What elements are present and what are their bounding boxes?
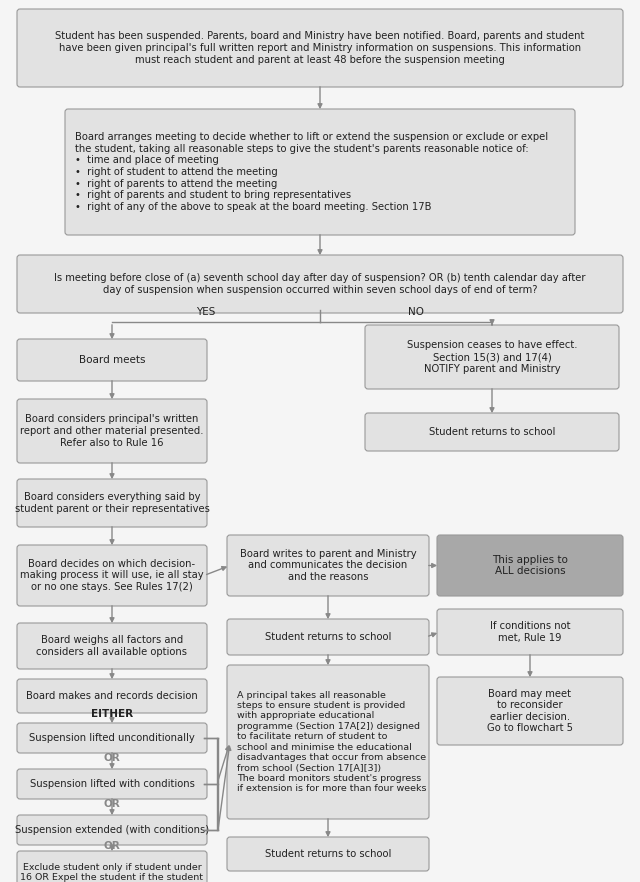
Text: EITHER: EITHER xyxy=(91,709,133,719)
Text: Board meets: Board meets xyxy=(79,355,145,365)
FancyBboxPatch shape xyxy=(17,545,207,606)
Text: Suspension ceases to have effect.
Section 15(3) and 17(4)
NOTIFY parent and Mini: Suspension ceases to have effect. Sectio… xyxy=(407,340,577,374)
FancyBboxPatch shape xyxy=(17,339,207,381)
FancyBboxPatch shape xyxy=(17,9,623,87)
Text: YES: YES xyxy=(196,307,216,317)
FancyBboxPatch shape xyxy=(65,109,575,235)
Text: Board arranges meeting to decide whether to lift or extend the suspension or exc: Board arranges meeting to decide whether… xyxy=(75,132,548,212)
Text: OR: OR xyxy=(104,753,120,763)
Text: OR: OR xyxy=(104,841,120,851)
FancyBboxPatch shape xyxy=(17,679,207,713)
Text: This applies to
ALL decisions: This applies to ALL decisions xyxy=(492,555,568,576)
FancyBboxPatch shape xyxy=(227,619,429,655)
Text: Board decides on which decision-
making process it will use, ie all stay
or no o: Board decides on which decision- making … xyxy=(20,559,204,592)
Text: Suspension lifted unconditionally: Suspension lifted unconditionally xyxy=(29,733,195,743)
FancyBboxPatch shape xyxy=(17,723,207,753)
Text: Is meeting before close of (a) seventh school day after day of suspension? OR (b: Is meeting before close of (a) seventh s… xyxy=(54,273,586,295)
FancyBboxPatch shape xyxy=(365,325,619,389)
Text: Suspension extended (with conditions): Suspension extended (with conditions) xyxy=(15,825,209,835)
Text: If conditions not
met, Rule 19: If conditions not met, Rule 19 xyxy=(490,621,570,643)
Text: A principal takes all reasonable
steps to ensure student is provided
with approp: A principal takes all reasonable steps t… xyxy=(237,691,426,793)
FancyBboxPatch shape xyxy=(227,665,429,819)
FancyBboxPatch shape xyxy=(227,837,429,871)
FancyBboxPatch shape xyxy=(437,609,623,655)
Text: Board considers everything said by
student parent or their representatives: Board considers everything said by stude… xyxy=(15,492,209,514)
Text: Student returns to school: Student returns to school xyxy=(265,849,391,859)
FancyBboxPatch shape xyxy=(17,815,207,845)
Text: Suspension lifted with conditions: Suspension lifted with conditions xyxy=(29,779,195,789)
Text: Board may meet
to reconsider
earlier decision.
Go to flowchart 5: Board may meet to reconsider earlier dec… xyxy=(487,689,573,734)
FancyBboxPatch shape xyxy=(17,479,207,527)
Text: Student returns to school: Student returns to school xyxy=(429,427,555,437)
FancyBboxPatch shape xyxy=(365,413,619,451)
FancyBboxPatch shape xyxy=(227,535,429,596)
FancyBboxPatch shape xyxy=(437,677,623,745)
Text: Board weighs all factors and
considers all available options: Board weighs all factors and considers a… xyxy=(36,635,188,657)
Text: Board makes and records decision: Board makes and records decision xyxy=(26,691,198,701)
Text: Student has been suspended. Parents, board and Ministry have been notified. Boar: Student has been suspended. Parents, boa… xyxy=(55,32,585,64)
FancyBboxPatch shape xyxy=(17,399,207,463)
Text: Student returns to school: Student returns to school xyxy=(265,632,391,642)
FancyBboxPatch shape xyxy=(17,851,207,882)
Text: OR: OR xyxy=(104,799,120,809)
Text: Exclude student only if student under
16 OR Expel the student if the student
is : Exclude student only if student under 16… xyxy=(20,863,204,882)
FancyBboxPatch shape xyxy=(437,535,623,596)
FancyBboxPatch shape xyxy=(17,769,207,799)
Text: Board considers principal's written
report and other material presented.
Refer a: Board considers principal's written repo… xyxy=(20,415,204,447)
FancyBboxPatch shape xyxy=(17,623,207,669)
Text: NO: NO xyxy=(408,307,424,317)
FancyBboxPatch shape xyxy=(17,255,623,313)
Text: Board writes to parent and Ministry
and communicates the decision
and the reason: Board writes to parent and Ministry and … xyxy=(240,549,416,582)
